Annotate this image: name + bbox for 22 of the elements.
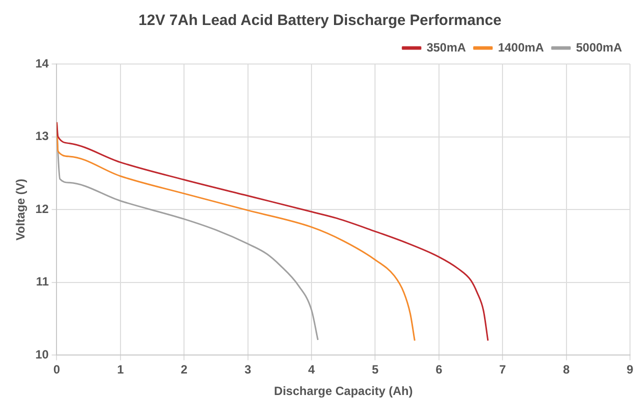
x-tick-label: 5	[372, 362, 379, 377]
y-tick-label: 11	[36, 274, 50, 289]
y-tick-label: 13	[35, 129, 50, 144]
y-axis-title: Voltage (V)	[14, 178, 28, 240]
x-tick-label: 6	[436, 362, 443, 377]
x-axis-title: Discharge Capacity (Ah)	[274, 384, 413, 398]
x-tick-label: 9	[626, 362, 634, 377]
chart-title: 12V 7Ah Lead Acid Battery Discharge Performance	[138, 12, 502, 30]
x-tick-label: 3	[244, 362, 252, 377]
legend-label: 5000mA	[576, 40, 622, 54]
y-tick-label: 14	[35, 56, 50, 70]
y-tick-label: 12	[35, 202, 50, 216]
x-tick-label: 7	[499, 362, 506, 377]
x-tick-label: 1	[117, 362, 124, 377]
legend-label: 350mA	[426, 40, 466, 54]
x-tick-label: 2	[180, 362, 188, 377]
x-tick-label: 8	[562, 362, 570, 377]
x-tick-label: 4	[308, 362, 316, 377]
line-series	[56, 121, 489, 342]
y-tick-label: 10	[35, 348, 50, 362]
legend-label: 1400mA	[498, 40, 544, 54]
x-tick-label: 0	[53, 362, 60, 377]
